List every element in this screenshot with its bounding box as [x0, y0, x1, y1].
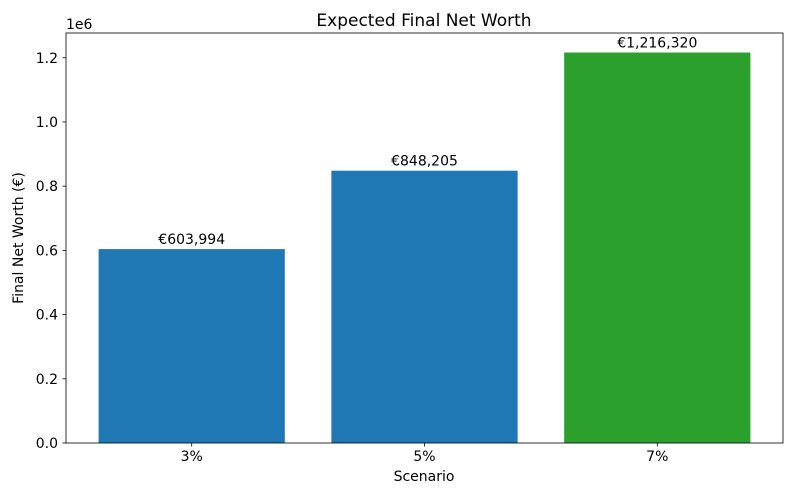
x-tick-label: 5% [413, 449, 435, 465]
y-axis-offset-label: 1e6 [66, 17, 93, 33]
y-tick-label: 1.0 [36, 115, 58, 131]
y-tick-label: 0.8 [36, 179, 58, 195]
y-tick-label: 0.0 [36, 436, 58, 452]
bar-value-label: €848,205 [391, 154, 458, 170]
bar-3% [98, 249, 285, 443]
bar-7% [564, 52, 751, 444]
chart-title: Expected Final Net Worth [316, 11, 531, 31]
x-tick-label: 3% [181, 449, 203, 465]
bar-value-label: €1,216,320 [617, 36, 697, 52]
y-tick-label: 0.6 [36, 243, 58, 259]
bar-5% [331, 170, 518, 443]
y-tick-label: 1.2 [36, 51, 58, 67]
x-axis-label: Scenario [394, 469, 455, 485]
ticks-layer: €603,994 €848,205 €1,216,320 0.0 0.2 0.4 0.6 0.… [36, 36, 698, 465]
y-tick-label: 0.4 [36, 308, 58, 324]
y-axis-label: Final Net Worth (€) [11, 172, 27, 304]
x-tick-label: 7% [646, 449, 668, 465]
bars-layer [98, 52, 751, 444]
bar-value-label: €603,994 [158, 232, 225, 248]
y-tick-label: 0.2 [36, 372, 58, 388]
